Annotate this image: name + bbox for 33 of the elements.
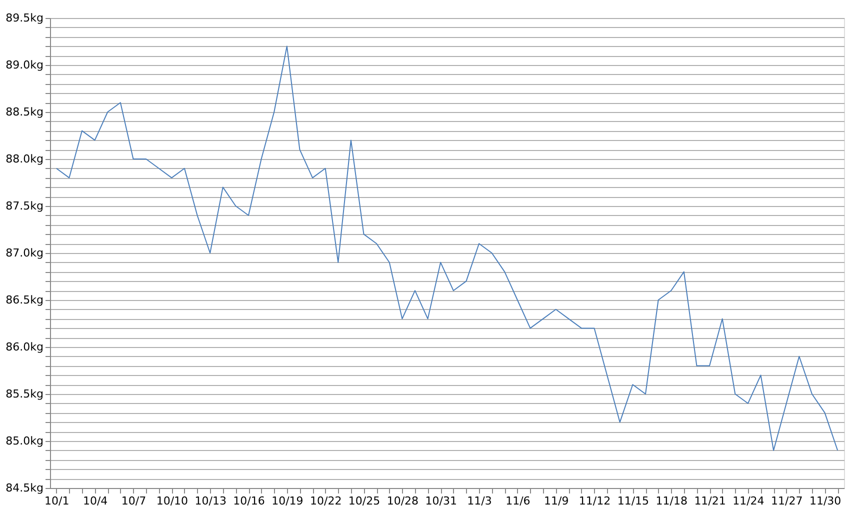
x-tick-label: 11/21 <box>694 494 726 508</box>
x-tick-label: 11/9 <box>544 494 569 508</box>
x-tick-label: 10/7 <box>121 494 146 508</box>
y-tick-label: 87.0kg <box>6 246 44 260</box>
x-tick-label: 11/24 <box>732 494 764 508</box>
y-tick-label: 89.0kg <box>6 58 44 72</box>
x-tick-label: 11/27 <box>771 494 803 508</box>
y-tick-label: 87.5kg <box>6 200 44 212</box>
line-series <box>56 46 838 451</box>
x-tick-label: 10/13 <box>194 494 226 508</box>
x-tick-label: 11/3 <box>467 494 492 508</box>
x-tick-label: 10/19 <box>272 494 304 508</box>
y-tick-label: 85.5kg <box>6 388 44 400</box>
x-tick-label: 10/10 <box>156 494 188 508</box>
x-tick-label: 11/18 <box>656 494 688 508</box>
y-tick-label: 86.0kg <box>6 340 44 354</box>
x-tick-label: 10/31 <box>425 494 457 508</box>
y-tick-label: 85.0kg <box>6 434 44 448</box>
x-tick-label: 10/22 <box>310 494 342 508</box>
x-tick-label: 10/28 <box>386 494 419 508</box>
y-tick-label: 86.5kg <box>6 294 44 306</box>
y-tick-label: 88.0kg <box>6 152 44 166</box>
x-tick-label: 11/30 <box>809 494 842 508</box>
x-tick-label: 11/12 <box>578 494 611 508</box>
x-tick-label: 11/6 <box>506 494 530 508</box>
y-tick-label: 84.5kg <box>6 482 44 494</box>
x-tick-label: 11/15 <box>617 494 650 508</box>
x-tick-label: 10/1 <box>44 494 70 508</box>
y-tick-label: 88.5kg <box>6 106 44 118</box>
x-tick-label: 10/4 <box>82 494 108 508</box>
x-tick-label: 10/16 <box>233 494 265 508</box>
y-tick-label: 89.5kg <box>6 12 44 24</box>
x-tick-label: 10/25 <box>348 494 380 508</box>
